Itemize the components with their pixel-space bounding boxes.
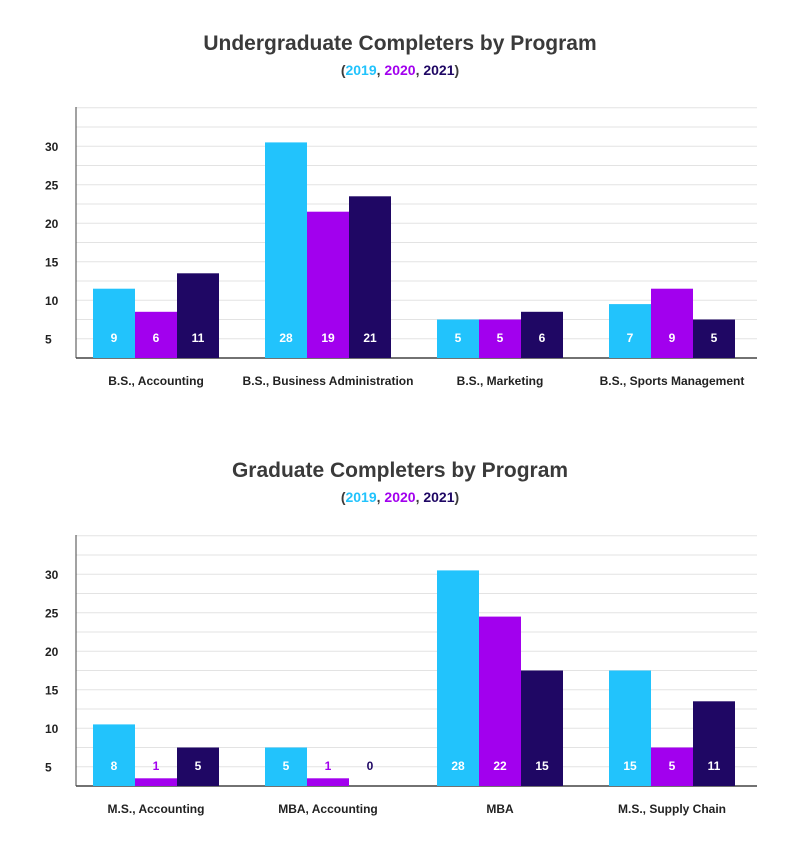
x-category-label: B.S., Marketing	[457, 374, 544, 388]
y-tick-label: 10	[45, 722, 59, 736]
bar-2021	[349, 196, 391, 358]
undergraduate-plot: 5 10 15 20 25 30 9 6 11 B.S., Accounting 28 19 21 B.S…	[45, 107, 757, 388]
legend-item-2019: 2019	[345, 489, 377, 505]
data-label: 21	[363, 331, 377, 345]
legend-open-paren: (	[340, 489, 346, 505]
legend-close-paren: )	[454, 489, 460, 505]
legend-open-paren: (	[340, 62, 346, 78]
data-label: 1	[153, 759, 160, 773]
legend-item-2019: 2019	[345, 62, 377, 78]
bar-2021	[177, 273, 219, 358]
bar-2020	[307, 211, 349, 358]
y-tick-label: 30	[45, 140, 59, 154]
data-label: 6	[539, 331, 546, 345]
chart-title: Graduate Completers by Program	[231, 459, 569, 482]
data-label: 8	[111, 759, 118, 773]
bar-2019	[93, 288, 135, 358]
bar-2020	[479, 616, 521, 786]
legend-item-2021: 2021	[423, 62, 455, 78]
y-tick-label: 15	[45, 256, 59, 270]
bar-2021	[693, 701, 735, 786]
data-label: 11	[192, 331, 205, 345]
bar-2020	[651, 747, 693, 786]
data-label: 19	[321, 331, 335, 345]
gridlines	[76, 107, 757, 340]
data-label: 0	[367, 759, 374, 773]
data-label: 1	[325, 759, 332, 773]
chart-legend: (2019, 2020, 2021)	[0, 62, 800, 78]
bar-2021	[521, 670, 563, 786]
bar-2019	[93, 724, 135, 786]
x-category-label: B.S., Sports Management	[600, 374, 745, 388]
x-category-label: B.S., Accounting	[108, 374, 204, 388]
bar-2019	[437, 570, 479, 786]
data-label: 5	[497, 331, 504, 345]
gridlines	[76, 535, 757, 768]
x-category-label: B.S., Business Administration	[243, 374, 414, 388]
legend-separator: ,	[415, 62, 424, 78]
bar-2020	[135, 311, 177, 358]
chart-title: Undergraduate Completers by Program	[203, 32, 597, 55]
x-category-label: M.S., Supply Chain	[618, 802, 726, 816]
legend-item-2020: 2020	[384, 489, 416, 505]
data-label: 15	[535, 759, 549, 773]
data-label: 28	[451, 759, 465, 773]
data-label: 5	[195, 759, 202, 773]
y-tick-label: 10	[45, 294, 59, 308]
legend-separator: ,	[376, 489, 385, 505]
data-label: 9	[111, 331, 118, 345]
y-tick-label: 20	[45, 645, 59, 659]
y-tick-label: 5	[45, 761, 52, 775]
y-tick-label: 25	[45, 607, 59, 621]
legend-item-2020: 2020	[384, 62, 416, 78]
bar-2021	[177, 747, 219, 786]
bar-2020	[651, 288, 693, 358]
legend-close-paren: )	[454, 62, 460, 78]
data-label: 5	[711, 331, 718, 345]
bar-2019	[609, 670, 651, 786]
y-tick-label: 15	[45, 684, 59, 698]
data-label: 5	[283, 759, 290, 773]
bar-2021	[693, 319, 735, 358]
bar-2019	[265, 747, 307, 786]
data-label: 5	[669, 759, 676, 773]
y-tick-label: 5	[45, 333, 52, 347]
x-category-label: M.S., Accounting	[108, 802, 205, 816]
legend-separator: ,	[376, 62, 385, 78]
data-label: 9	[669, 331, 676, 345]
bar-2019	[265, 142, 307, 358]
y-tick-label: 20	[45, 217, 59, 231]
data-label: 11	[708, 759, 721, 773]
data-label: 5	[455, 331, 462, 345]
data-label: 28	[279, 331, 293, 345]
bar-2019	[437, 319, 479, 358]
bar-2019	[609, 304, 651, 358]
bar-2020	[135, 778, 177, 786]
data-label: 6	[153, 331, 160, 345]
chart-legend: (2019, 2020, 2021)	[0, 489, 800, 505]
y-tick-label: 25	[45, 179, 59, 193]
bar-2020	[479, 319, 521, 358]
data-label: 15	[623, 759, 637, 773]
legend-item-2021: 2021	[423, 489, 455, 505]
legend-separator: ,	[415, 489, 424, 505]
bar-2021	[521, 311, 563, 358]
bar-2020	[307, 778, 349, 786]
y-tick-label: 30	[45, 568, 59, 582]
x-category-label: MBA	[486, 802, 514, 816]
data-label: 22	[493, 759, 507, 773]
x-category-label: MBA, Accounting	[278, 802, 378, 816]
data-label: 7	[627, 331, 634, 345]
